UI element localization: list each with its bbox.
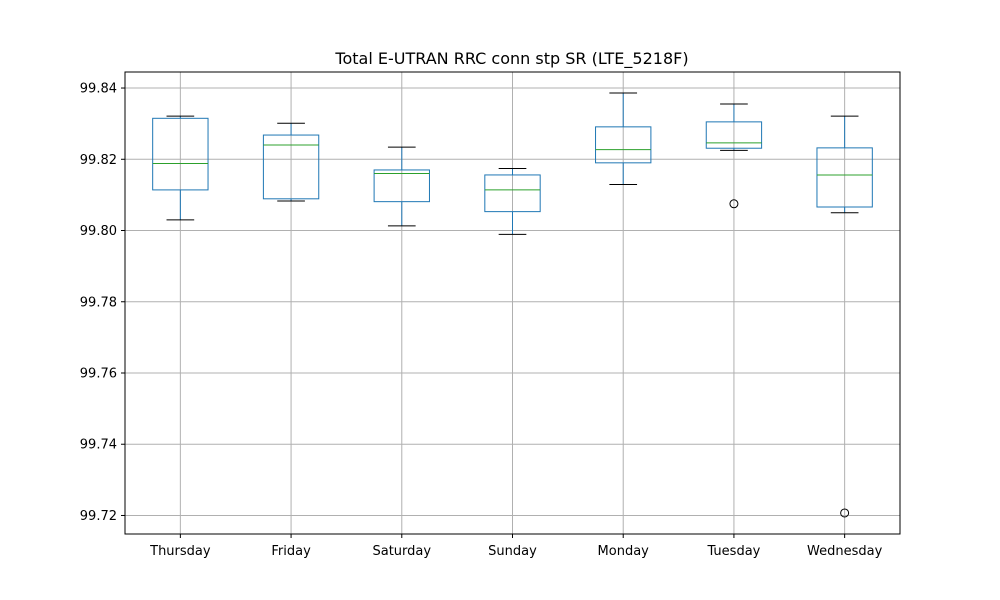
x-tick-label: Monday	[598, 544, 650, 559]
x-tick-label: Saturday	[372, 544, 431, 559]
box-monday	[595, 92, 652, 186]
y-tick-label: 99.78	[80, 295, 117, 310]
box-iqr	[152, 117, 209, 191]
axes: 99.72 99.74 99.76 99.78 99.80 99.82 99.84 Thurs…	[80, 71, 901, 559]
x-tick-label: Sunday	[488, 544, 537, 559]
x-tick-label: Tuesday	[706, 544, 760, 559]
chart-title: Total E-UTRAN RRC conn stp SR (LTE_5218F…	[334, 49, 688, 69]
box-iqr	[373, 169, 430, 203]
y-tick-label: 99.84	[80, 82, 117, 97]
y-tick-label: 99.82	[80, 153, 117, 168]
box-wednesday	[816, 115, 873, 518]
x-tick-label: Thursday	[149, 544, 211, 559]
box-tuesday	[705, 103, 763, 209]
outlier-point	[840, 508, 850, 518]
box-iqr	[705, 121, 763, 149]
box-thursday	[152, 115, 209, 221]
y-tick-label: 99.80	[80, 224, 117, 239]
x-tick-label: Wednesday	[807, 544, 883, 559]
x-tick-label: Friday	[271, 544, 311, 559]
box-saturday	[373, 146, 430, 227]
box-iqr	[484, 174, 541, 213]
box-iqr	[816, 147, 873, 208]
grid-lines	[125, 72, 900, 534]
outlier-point	[729, 199, 739, 209]
y-tick-label: 99.74	[80, 438, 117, 453]
boxes	[152, 92, 873, 518]
y-tick-label: 99.72	[80, 509, 117, 524]
box-iqr	[595, 126, 652, 164]
box-friday	[262, 122, 320, 202]
box-iqr	[262, 134, 320, 200]
y-tick-label: 99.76	[80, 366, 117, 381]
box-sunday	[484, 168, 541, 235]
